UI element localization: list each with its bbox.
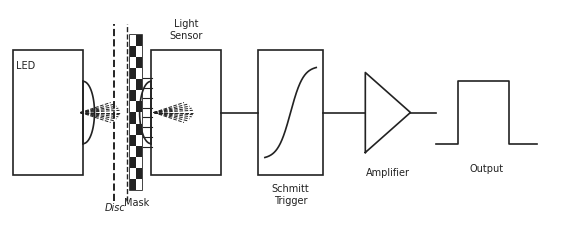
Bar — [130, 157, 136, 168]
Text: Output: Output — [469, 164, 503, 174]
Text: Mask: Mask — [124, 198, 149, 208]
Bar — [130, 112, 136, 124]
Bar — [136, 90, 142, 101]
Bar — [130, 79, 136, 90]
Bar — [130, 135, 136, 146]
Bar — [136, 101, 142, 112]
Bar — [136, 35, 142, 46]
Bar — [136, 168, 142, 179]
Text: Amplifier: Amplifier — [366, 168, 410, 178]
Bar — [130, 46, 136, 57]
Text: Schmitt
Trigger: Schmitt Trigger — [272, 184, 310, 206]
Bar — [151, 50, 222, 175]
Bar — [136, 124, 142, 135]
Bar — [136, 146, 142, 157]
Bar — [12, 50, 83, 175]
Bar — [136, 68, 142, 79]
Bar — [130, 179, 136, 190]
Bar — [136, 135, 142, 146]
Bar — [136, 46, 142, 57]
Text: Light
Sensor: Light Sensor — [170, 19, 203, 41]
Bar — [130, 146, 136, 157]
Bar — [130, 90, 136, 101]
Bar — [130, 124, 136, 135]
Bar — [136, 112, 142, 124]
Bar — [136, 79, 142, 90]
Bar — [136, 57, 142, 68]
Bar — [130, 35, 136, 46]
Bar — [130, 68, 136, 79]
Bar — [130, 57, 136, 68]
Bar — [258, 50, 323, 175]
Bar — [130, 101, 136, 112]
Bar — [136, 157, 142, 168]
Bar — [130, 35, 142, 190]
Text: Disc: Disc — [105, 203, 126, 213]
Bar — [136, 179, 142, 190]
Text: LED: LED — [16, 61, 35, 71]
Bar — [130, 168, 136, 179]
